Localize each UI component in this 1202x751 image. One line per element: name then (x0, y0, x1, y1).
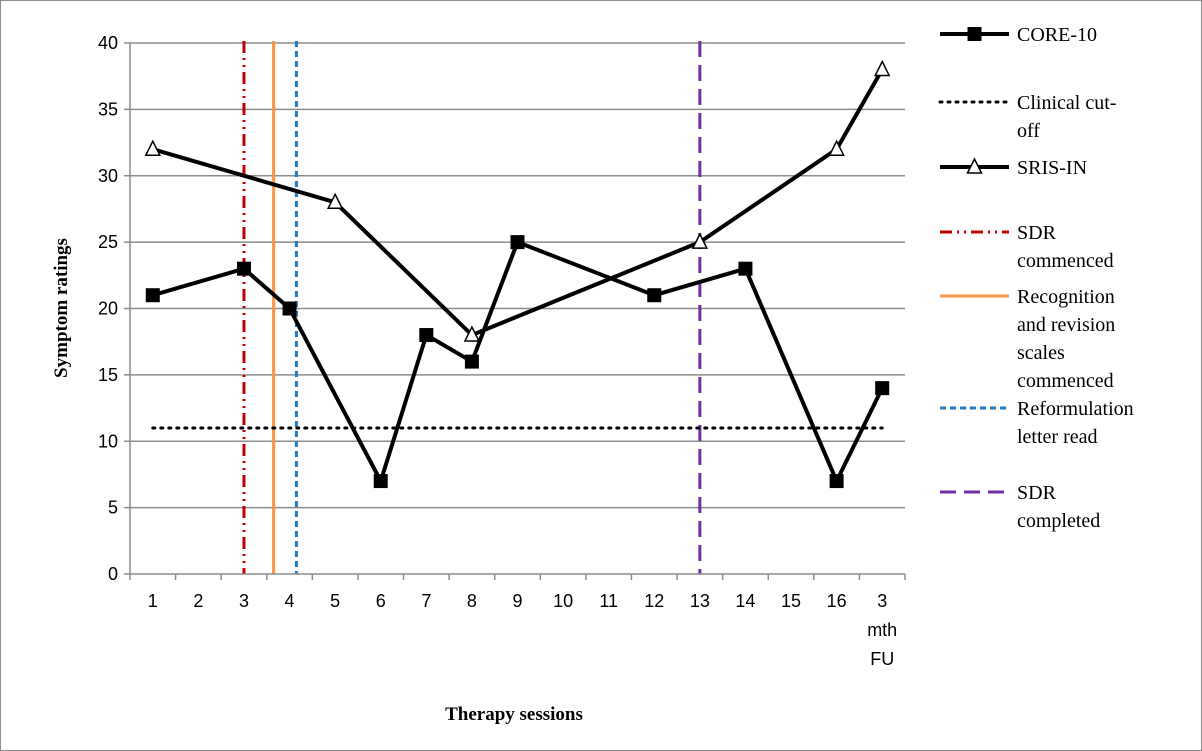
y-tick-label: 0 (108, 564, 118, 584)
x-tick-label: 7 (421, 591, 431, 611)
legend-item: SDR completed (940, 482, 1100, 532)
x-tick-label: 12 (644, 591, 664, 611)
axes (124, 42, 906, 580)
y-tick-label: 30 (98, 166, 118, 186)
data-point (828, 139, 845, 156)
x-tick-label: 16 (827, 591, 847, 611)
legend-item: SDR commenced (940, 222, 1114, 272)
data-series (144, 59, 891, 489)
data-point (738, 261, 753, 276)
x-tick-label: 11 (599, 591, 618, 611)
data-point (647, 288, 662, 303)
legend-marker (966, 157, 983, 174)
x-tick-label: 6 (376, 591, 386, 611)
y-tick-label: 35 (98, 99, 118, 119)
data-point (282, 301, 297, 316)
data-point (373, 474, 388, 489)
vertical-markers (242, 41, 702, 574)
x-tick-label: 9 (512, 591, 522, 611)
data-point (464, 354, 479, 369)
y-axis-title: Symptom ratings (51, 238, 72, 378)
data-point (145, 288, 160, 303)
x-tick-label: 4 (285, 591, 295, 611)
data-point (510, 235, 525, 250)
series-line (152, 239, 885, 487)
legend-label: SDR completed (1017, 482, 1100, 532)
data-point (419, 328, 434, 343)
legend-item: Clinical cut-off (938, 92, 1116, 142)
data-point (236, 261, 251, 276)
y-tick-label: 15 (98, 365, 118, 385)
y-tick-label: 10 (98, 431, 118, 451)
x-tick-label: 1 (148, 591, 158, 611)
legend-label: CORE-10 (1017, 24, 1097, 46)
data-point (691, 232, 709, 249)
legend-item: Reformulation letter read (940, 398, 1134, 448)
y-tick-label: 5 (108, 498, 118, 518)
data-point (463, 325, 481, 342)
x-tick-label: 14 (735, 591, 755, 611)
legend-label: Clinical cut-off (1017, 92, 1116, 142)
data-point (875, 381, 890, 396)
x-tick-label: 2 (193, 591, 203, 611)
y-tick-label: 40 (98, 33, 118, 53)
data-point (144, 139, 162, 156)
x-axis-title: Therapy sessions (445, 704, 583, 725)
series-line (152, 68, 884, 338)
x-tick-label: 10 (553, 591, 573, 611)
legend-label: SDR commenced (1017, 222, 1114, 272)
legend-item: CORE-10 (940, 24, 1097, 46)
legend-label: Recognition and revision scales commenced (1017, 286, 1115, 392)
data-point (326, 192, 344, 210)
y-tick-label: 25 (98, 232, 118, 252)
x-tick-label: 8 (467, 591, 477, 611)
legend: CORE-10 Clinical cut-off SRIS-IN SDR commenc… (938, 24, 1134, 532)
data-point (873, 59, 891, 77)
legend-item: Recognition and revision scales commenced (940, 286, 1115, 392)
x-tick-label: 3 (239, 591, 249, 611)
legend-item: SRIS-IN (940, 157, 1087, 179)
y-tick-label: 20 (98, 299, 118, 319)
data-point (829, 474, 844, 489)
legend-label: Reformulation letter read (1017, 398, 1134, 448)
legend-marker (967, 27, 982, 41)
legend-label: SRIS-IN (1017, 157, 1087, 179)
x-tick-label: 15 (781, 591, 801, 611)
x-tick-label: 13 (690, 591, 710, 611)
x-tick-label: 3 mth FU (867, 591, 897, 669)
x-tick-label: 5 (330, 591, 340, 611)
